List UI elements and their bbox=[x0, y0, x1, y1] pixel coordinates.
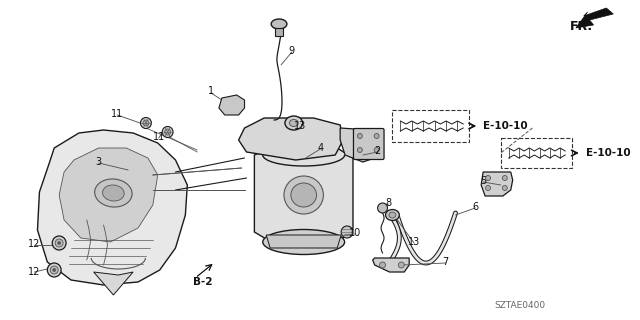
Circle shape bbox=[357, 133, 362, 139]
Circle shape bbox=[58, 242, 61, 244]
Polygon shape bbox=[93, 272, 133, 295]
Ellipse shape bbox=[389, 212, 396, 218]
Polygon shape bbox=[372, 258, 409, 272]
Text: 9: 9 bbox=[289, 46, 295, 56]
Polygon shape bbox=[239, 118, 343, 160]
Circle shape bbox=[143, 120, 149, 126]
Text: 2: 2 bbox=[374, 146, 381, 156]
Text: FR.: FR. bbox=[570, 20, 593, 33]
Polygon shape bbox=[38, 130, 188, 285]
Ellipse shape bbox=[285, 116, 303, 130]
Text: 4: 4 bbox=[317, 143, 323, 153]
Polygon shape bbox=[576, 8, 613, 28]
Circle shape bbox=[55, 239, 63, 247]
Text: 8: 8 bbox=[385, 198, 392, 208]
Text: 7: 7 bbox=[442, 257, 449, 267]
Circle shape bbox=[52, 268, 56, 271]
Ellipse shape bbox=[102, 185, 124, 201]
Bar bbox=[275, 28, 283, 36]
Text: B-2: B-2 bbox=[193, 277, 212, 287]
Ellipse shape bbox=[385, 210, 399, 220]
Ellipse shape bbox=[271, 19, 287, 29]
Text: 3: 3 bbox=[95, 157, 102, 167]
Text: SZTAE0400: SZTAE0400 bbox=[494, 301, 545, 310]
Circle shape bbox=[380, 262, 385, 268]
Circle shape bbox=[52, 236, 66, 250]
Ellipse shape bbox=[289, 119, 298, 126]
Text: 5: 5 bbox=[480, 176, 486, 186]
Text: 13: 13 bbox=[408, 237, 420, 247]
Polygon shape bbox=[254, 148, 353, 242]
Text: 12: 12 bbox=[28, 239, 41, 249]
Circle shape bbox=[51, 266, 58, 274]
Circle shape bbox=[164, 129, 171, 135]
Circle shape bbox=[486, 186, 490, 190]
Bar bbox=[392, 110, 469, 142]
Ellipse shape bbox=[95, 179, 132, 207]
FancyBboxPatch shape bbox=[353, 129, 384, 159]
Circle shape bbox=[357, 148, 362, 153]
Circle shape bbox=[486, 175, 490, 180]
Polygon shape bbox=[266, 235, 341, 248]
Text: 11: 11 bbox=[111, 109, 124, 119]
Text: 13: 13 bbox=[294, 121, 306, 131]
Text: 12: 12 bbox=[28, 267, 41, 277]
Polygon shape bbox=[340, 128, 380, 162]
Circle shape bbox=[341, 226, 353, 238]
Circle shape bbox=[502, 186, 508, 190]
Circle shape bbox=[47, 263, 61, 277]
Circle shape bbox=[162, 126, 173, 138]
Ellipse shape bbox=[291, 183, 317, 207]
Text: 6: 6 bbox=[472, 202, 478, 212]
Circle shape bbox=[378, 203, 387, 213]
Ellipse shape bbox=[284, 176, 323, 214]
Polygon shape bbox=[481, 172, 513, 196]
Text: E-10-10: E-10-10 bbox=[586, 148, 630, 158]
Circle shape bbox=[374, 148, 379, 153]
Polygon shape bbox=[219, 95, 244, 115]
Circle shape bbox=[502, 175, 508, 180]
Text: 10: 10 bbox=[349, 228, 361, 238]
Text: 11: 11 bbox=[152, 132, 165, 142]
Circle shape bbox=[398, 262, 404, 268]
Polygon shape bbox=[59, 148, 157, 242]
Circle shape bbox=[374, 133, 379, 139]
Ellipse shape bbox=[263, 229, 344, 254]
Circle shape bbox=[141, 117, 151, 129]
Text: 1: 1 bbox=[208, 86, 214, 96]
Text: E-10-10: E-10-10 bbox=[483, 121, 528, 131]
Bar bbox=[501, 138, 572, 168]
